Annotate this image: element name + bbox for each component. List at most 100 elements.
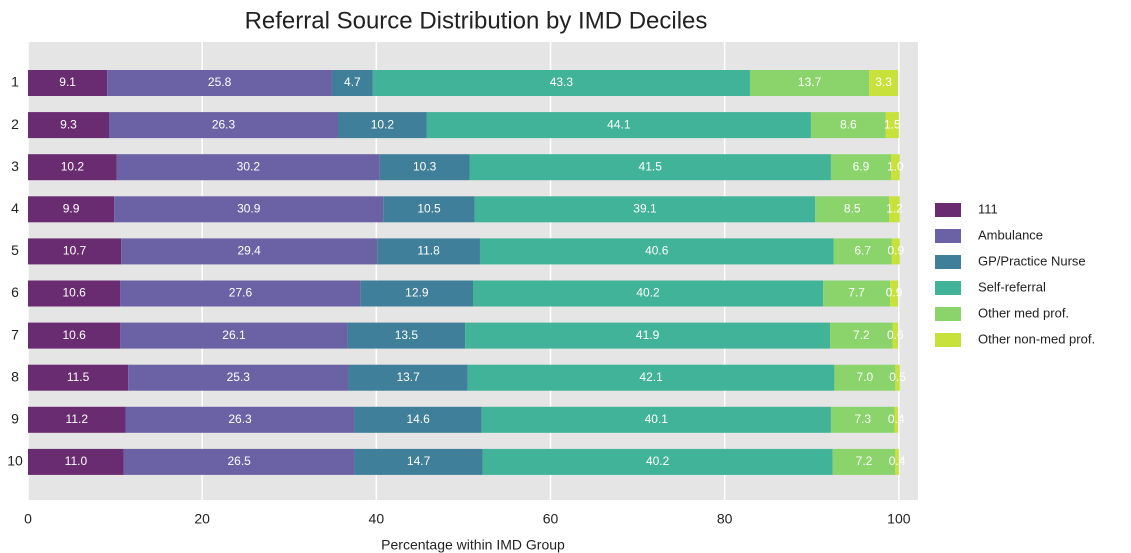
bar-segment (834, 364, 896, 391)
bar-segment (481, 406, 831, 433)
value-label: 40.6 (645, 244, 669, 258)
value-label: 1.0 (887, 159, 904, 173)
value-label: 40.2 (646, 454, 670, 468)
legend-swatch (935, 307, 961, 321)
value-label: 43.3 (550, 75, 574, 89)
bar-segment (869, 70, 898, 96)
value-label: 11.8 (417, 244, 440, 258)
value-label: 39.1 (633, 201, 657, 215)
value-label: 10.6 (62, 286, 86, 300)
bar-segment (28, 322, 121, 349)
value-label: 25.3 (227, 370, 251, 384)
value-label: 10.5 (417, 201, 441, 215)
bar-segment (895, 448, 899, 475)
y-tick-label: 9 (11, 411, 19, 427)
bar-segment (465, 322, 831, 349)
bar-segment (28, 448, 124, 475)
legend-label: Self-referral (978, 279, 1046, 294)
x-tick-label: 80 (717, 511, 733, 527)
bar-segment (830, 154, 892, 181)
y-tick-label: 10 (7, 453, 23, 469)
bar-segment (473, 280, 824, 307)
value-label: 14.7 (407, 454, 431, 468)
x-tick-label: 100 (887, 511, 911, 527)
bar-segment (28, 364, 129, 391)
bar-segment (823, 280, 891, 307)
bar-segment (354, 448, 483, 475)
bar-segment (383, 196, 475, 223)
bar-segment (469, 154, 831, 181)
value-label: 13.5 (395, 328, 419, 342)
value-label: 29.4 (238, 244, 262, 258)
value-label: 10.2 (371, 117, 395, 131)
value-label: 3.3 (875, 75, 892, 89)
value-label: 11.0 (65, 454, 88, 468)
bar-segment (28, 112, 109, 139)
bar-segment (360, 280, 473, 307)
bar-segment (749, 70, 870, 96)
legend-swatch (935, 333, 961, 347)
bar-segment (128, 364, 349, 391)
value-label: 9.1 (59, 75, 76, 89)
bar-segment (120, 322, 348, 349)
value-label: 41.5 (639, 159, 663, 173)
chart-title: Referral Source Distribution by IMD Deci… (245, 7, 708, 34)
value-label: 10.3 (413, 159, 437, 173)
bar-segment (885, 112, 899, 139)
value-label: 40.1 (645, 412, 669, 426)
value-label: 11.5 (67, 370, 90, 384)
bar-segment (372, 70, 750, 96)
y-tick-label: 3 (11, 158, 19, 174)
value-label: 44.1 (607, 117, 631, 131)
legend-swatch (935, 255, 961, 269)
y-tick-label: 2 (11, 116, 19, 132)
bar-segment (108, 112, 339, 139)
value-label: 7.2 (853, 328, 870, 342)
bar-segment (890, 280, 898, 307)
value-label: 0.4 (888, 412, 905, 426)
bar-segment (894, 406, 898, 433)
bar-segment (116, 154, 380, 181)
bar-segment (354, 406, 482, 433)
bar-segment (114, 196, 384, 223)
bar-segment (120, 280, 361, 307)
value-label: 9.3 (60, 117, 77, 131)
y-tick-label: 4 (11, 200, 19, 216)
bar-segment (467, 364, 835, 391)
bar-segment (121, 238, 378, 265)
bar-segment (832, 448, 896, 475)
value-label: 41.9 (636, 328, 660, 342)
value-label: 7.7 (848, 286, 865, 300)
y-tick-label: 1 (11, 74, 19, 90)
bar-segment (810, 112, 886, 139)
value-label: 26.1 (222, 328, 246, 342)
bar-segment (479, 238, 834, 265)
value-label: 40.2 (636, 286, 660, 300)
legend-swatch (935, 281, 961, 295)
bar-segment (482, 448, 833, 475)
x-tick-label: 20 (194, 511, 210, 527)
value-label: 14.6 (406, 412, 430, 426)
legend-label: Other non-med prof. (978, 331, 1095, 346)
value-label: 27.6 (229, 286, 253, 300)
bar-segment (348, 364, 468, 391)
bar-segment (891, 154, 900, 181)
value-label: 30.2 (237, 159, 261, 173)
bar-segment (426, 112, 811, 139)
y-tick-label: 6 (11, 284, 19, 300)
x-tick-label: 40 (369, 511, 385, 527)
bar-segment (338, 112, 427, 139)
value-label: 0.9 (887, 244, 904, 258)
value-label: 10.2 (61, 159, 85, 173)
value-label: 9.9 (63, 201, 80, 215)
value-label: 13.7 (396, 370, 420, 384)
value-label: 0.4 (889, 454, 906, 468)
value-label: 4.7 (344, 75, 361, 89)
legend-swatch (935, 229, 961, 243)
value-label: 1.2 (886, 201, 903, 215)
y-tick-label: 5 (11, 242, 19, 258)
bar-segment (833, 238, 892, 265)
bar-segment (331, 70, 373, 96)
bar-segment (107, 70, 332, 96)
y-tick-label: 8 (11, 368, 19, 384)
